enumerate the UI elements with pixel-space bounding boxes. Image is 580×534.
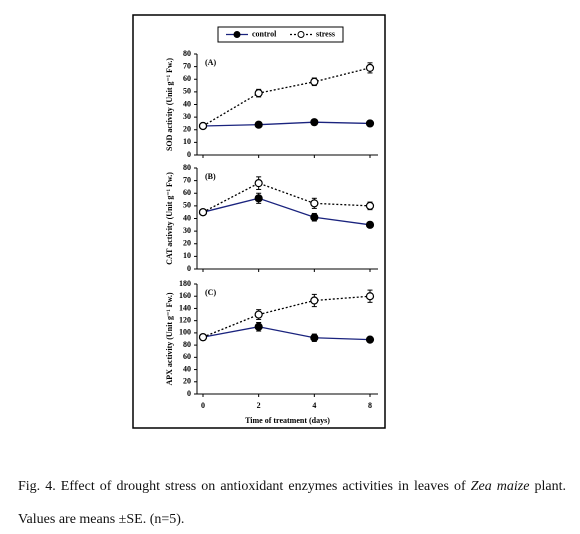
y-tick-label: 140	[179, 303, 191, 312]
y-tick-label: 50	[183, 87, 191, 96]
y-tick-label: 0	[187, 264, 191, 273]
caption-text: Fig. 4. Effect of drought stress on anti…	[18, 479, 471, 494]
y-tick-label: 120	[179, 315, 191, 324]
y-tick-label: 70	[183, 61, 191, 70]
y-axis-title: APX activity (Unit g⁻¹ Fw.)	[165, 292, 174, 385]
y-tick-label: 0	[187, 150, 191, 159]
caption: Fig. 4. Effect of drought stress on anti…	[18, 470, 566, 534]
y-tick-label: 60	[183, 188, 191, 197]
series-line	[202, 121, 371, 127]
marker	[198, 333, 208, 342]
legend-marker	[233, 31, 241, 38]
marker	[254, 322, 263, 331]
marker	[310, 199, 319, 208]
x-tick-label: 2	[257, 401, 261, 410]
y-tick-label: 40	[183, 213, 191, 222]
y-tick-label: 30	[183, 112, 191, 121]
marker	[365, 220, 375, 229]
legend-marker	[297, 31, 305, 38]
y-tick-label: 80	[183, 49, 191, 58]
y-tick-label: 20	[183, 239, 191, 248]
marker	[310, 333, 319, 342]
y-tick-label: 70	[183, 175, 191, 184]
y-tick-label: 30	[183, 226, 191, 235]
marker	[254, 120, 263, 129]
marker	[254, 179, 263, 188]
marker	[198, 121, 208, 131]
marker	[254, 310, 263, 319]
marker	[365, 292, 375, 301]
marker	[254, 89, 263, 98]
marker	[310, 296, 319, 305]
y-tick-label: 100	[179, 328, 191, 337]
series-line	[202, 197, 371, 226]
y-tick-label: 60	[183, 352, 191, 361]
y-tick-label: 80	[183, 340, 191, 349]
panel-label: (A)	[205, 58, 216, 67]
y-tick-label: 80	[183, 163, 191, 172]
x-tick-label: 8	[368, 401, 372, 410]
y-tick-label: 50	[183, 201, 191, 210]
series-line	[202, 326, 371, 341]
y-tick-label: 0	[187, 389, 191, 398]
panel-label: (C)	[205, 288, 216, 297]
marker	[365, 63, 375, 72]
y-tick-label: 160	[179, 291, 191, 300]
marker	[310, 213, 319, 222]
marker	[254, 194, 263, 203]
y-tick-label: 180	[179, 279, 191, 288]
x-axis-title: Time of treatment (days)	[245, 416, 330, 425]
x-tick-label: 4	[312, 401, 316, 410]
y-tick-label: 10	[183, 137, 191, 146]
legend-label: control	[252, 29, 277, 38]
marker	[310, 118, 319, 127]
y-axis-title: CAT activity (Unit g⁻¹ Fw.)	[165, 172, 174, 265]
y-tick-label: 20	[183, 125, 191, 134]
y-tick-label: 60	[183, 74, 191, 83]
y-tick-label: 40	[183, 364, 191, 373]
caption-species: Zea maize	[470, 479, 530, 494]
series-line	[202, 67, 371, 127]
marker	[365, 201, 375, 210]
marker	[310, 77, 319, 86]
legend-box	[217, 26, 344, 43]
series-line	[202, 295, 371, 338]
marker	[365, 119, 375, 128]
marker	[365, 335, 375, 344]
y-tick-label: 40	[183, 99, 191, 108]
series-line	[202, 182, 371, 213]
figure-frame	[132, 14, 386, 429]
panel-label: (B)	[205, 172, 216, 181]
marker	[198, 208, 208, 217]
legend-label: stress	[316, 29, 335, 38]
caption-text: plant. Values are means ±SE. (n=5).	[18, 479, 566, 527]
x-tick-label: 0	[201, 401, 205, 410]
y-axis-title: SOD activity (Unit g⁻¹ Fw.)	[165, 58, 174, 151]
y-tick-label: 20	[183, 377, 191, 386]
y-tick-label: 10	[183, 251, 191, 260]
